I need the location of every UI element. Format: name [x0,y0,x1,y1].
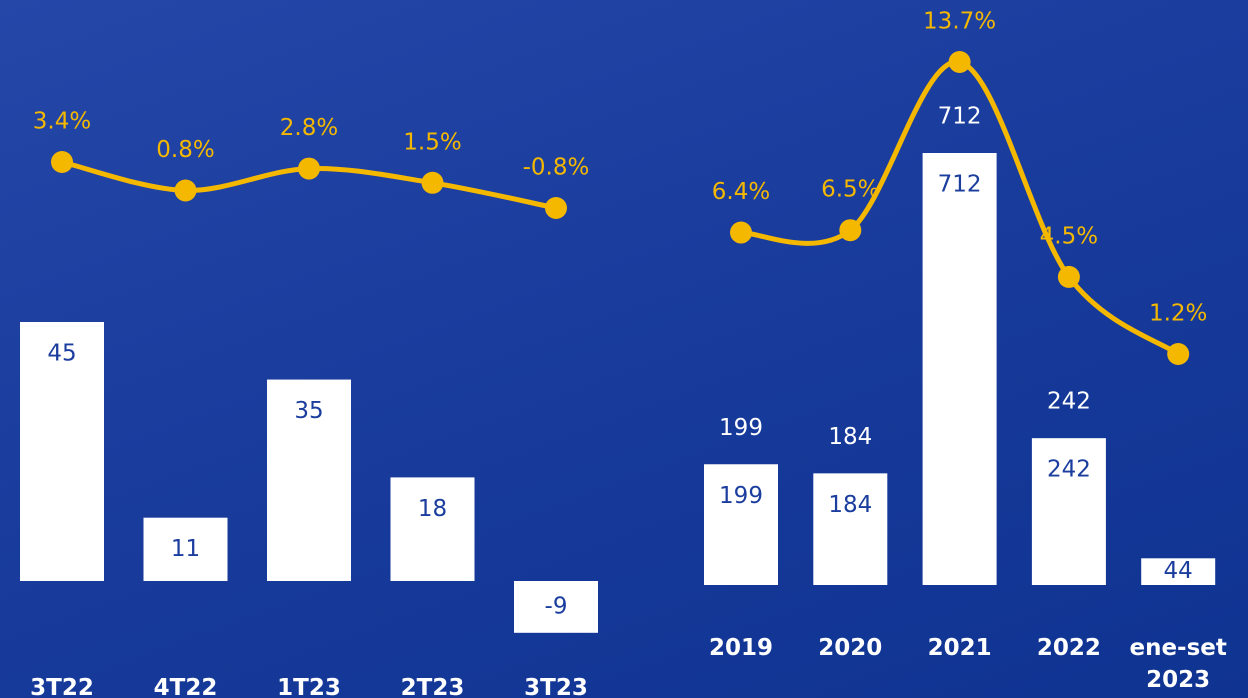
bar-value-label: 712 [938,172,982,198]
line-value-label: 6.4% [712,179,770,205]
line-value-label: 4.5% [1040,223,1098,249]
category-label: 2021 [927,635,992,661]
category-label: 2019 [708,635,773,661]
category-label: 1T23 [277,675,341,698]
bar [922,153,997,585]
line-value-label: 6.5% [821,177,879,203]
line-value-label: 2.8% [280,115,338,141]
line-point [1057,265,1080,288]
bar-value-label-outside: 199 [719,415,763,441]
category-label: 2022 [1036,635,1101,661]
bar [1031,438,1106,585]
bar-value-label: 242 [1047,457,1091,483]
bar [704,464,778,585]
bar-value-label: -9 [545,593,568,619]
line-point [839,219,862,242]
bar [143,517,228,581]
bar [20,322,104,581]
category-label: 3T23 [524,675,588,698]
category-label: ene-set 2023 [1129,635,1227,693]
line-point [421,171,444,194]
category-label: 3T22 [30,675,94,698]
bar-value-label: 184 [828,492,872,518]
category-label: 2T23 [400,675,465,698]
bar-value-label: 44 [1164,558,1193,584]
bar-value-label: 18 [418,496,447,522]
line-point [174,179,197,202]
bar-value-label-outside: 712 [938,104,982,130]
bar [514,581,598,633]
line-value-label: 13.7% [923,9,996,35]
bar [390,477,475,581]
bar-value-label: 35 [294,398,323,424]
line-value-label: 0.8% [156,137,214,163]
bar [813,473,888,585]
bar [267,379,351,581]
bar-value-label: 11 [171,536,200,562]
line-point [298,157,320,180]
line-point [51,151,73,173]
line-value-label: 3.4% [33,109,91,135]
line-value-label: 1.2% [1149,301,1207,327]
bar-value-label: 199 [719,483,763,509]
line-point [948,51,971,73]
bar [1141,558,1216,585]
bar-value-label-outside: 184 [828,424,872,450]
category-label: 4T22 [153,675,218,698]
line-value-label: -0.8% [523,155,590,181]
bar-value-label: 45 [47,341,76,367]
bar-value-label-outside: 242 [1047,389,1091,415]
category-label: 2020 [818,635,883,661]
line-point [1167,343,1190,365]
line-point [730,221,752,244]
line-value-label: 1.5% [403,129,461,155]
line-point [545,197,567,219]
